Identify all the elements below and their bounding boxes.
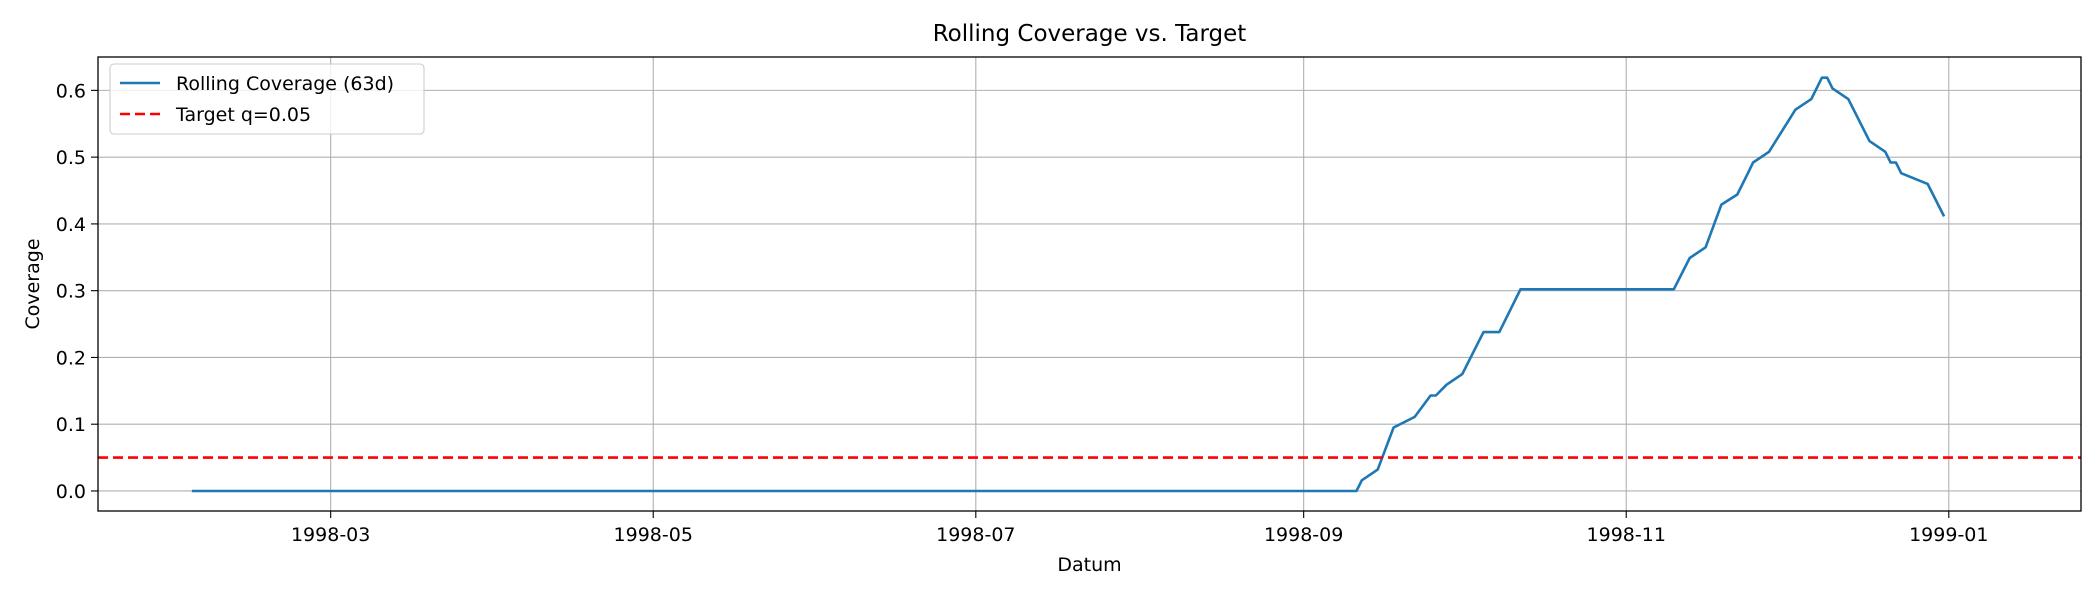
x-tick-label: 1999-01 [1909, 524, 1988, 546]
y-tick-label: 0.5 [56, 147, 86, 169]
series-line-rolling-coverage [191, 76, 1946, 493]
legend-label-target: Target q=0.05 [175, 104, 311, 126]
legend: Rolling Coverage (63d) Target q=0.05 [109, 63, 425, 135]
x-tick-label: 1998-05 [614, 524, 693, 546]
x-tick-label: 1998-09 [1264, 524, 1343, 546]
y-tick-label: 0.6 [56, 80, 86, 102]
y-axis-label: Coverage [22, 238, 44, 329]
x-tick-label: 1998-03 [291, 524, 370, 546]
chart-title: Rolling Coverage vs. Target [933, 21, 1247, 47]
legend-label-rolling-coverage: Rolling Coverage (63d) [176, 73, 394, 95]
legend-box [109, 63, 425, 135]
plot-frame [97, 56, 2082, 512]
plot-series [98, 76, 2081, 493]
y-tick-label: 0.0 [56, 481, 86, 503]
y-tick-label: 0.3 [56, 281, 86, 303]
x-tick-label: 1998-11 [1587, 524, 1666, 546]
y-tick-label: 0.4 [56, 214, 86, 236]
y-tick-label: 0.2 [56, 347, 86, 369]
y-tick-label: 0.1 [56, 414, 86, 436]
axis-ticks: 1998-03 1998-05 1998-07 1998-09 1998-11 1999-… [56, 80, 1989, 546]
x-tick-label: 1998-07 [936, 524, 1015, 546]
x-axis-label: Datum [1057, 554, 1121, 576]
